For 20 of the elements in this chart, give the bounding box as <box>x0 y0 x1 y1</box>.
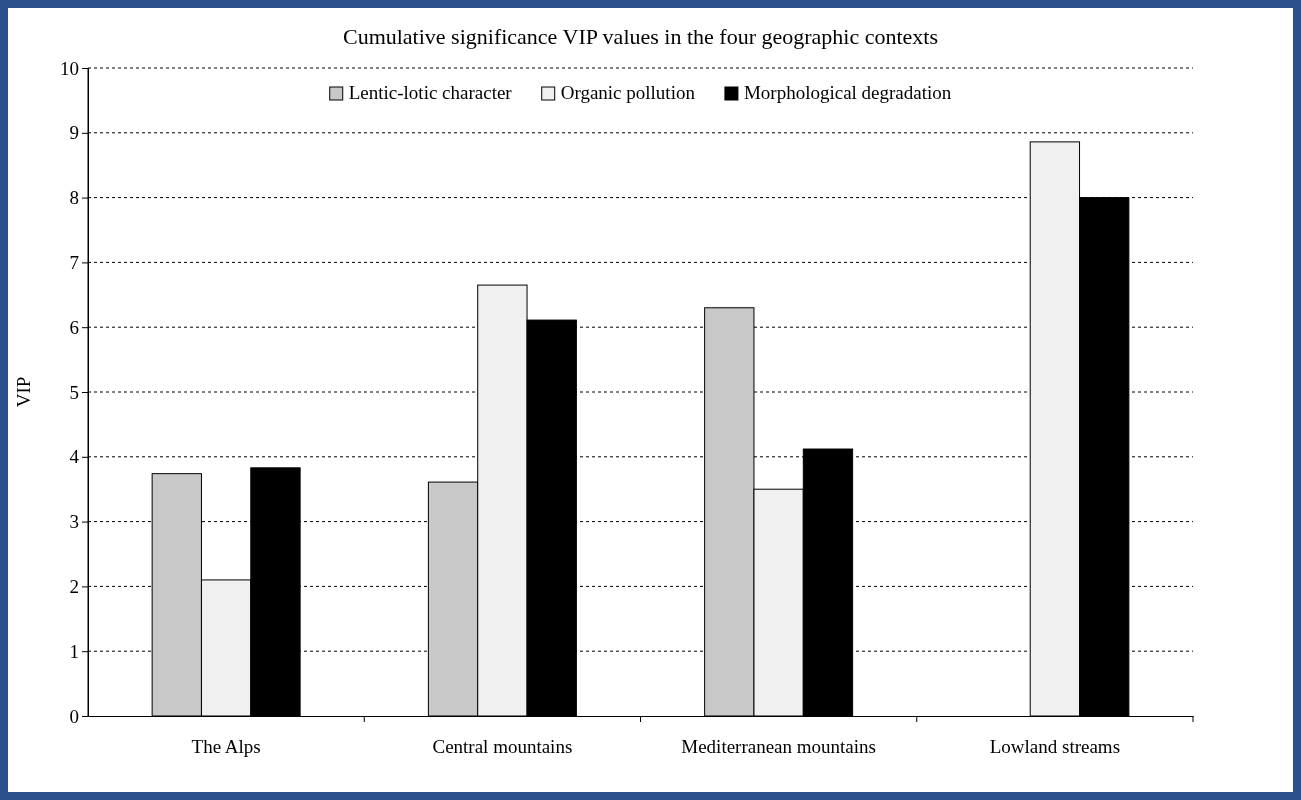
y-tick-label: 2 <box>69 575 79 597</box>
y-tick-label: 9 <box>69 122 79 144</box>
legend-label: Morphological degradation <box>743 82 952 103</box>
legend-label: Lentic-lotic character <box>348 82 513 103</box>
x-tick-label: The Alps <box>191 736 261 758</box>
y-tick-label: 5 <box>69 381 79 403</box>
legend-label: Organic pollution <box>560 82 696 103</box>
y-tick-label: 6 <box>69 316 79 338</box>
x-tick-label: Mediterranean mountains <box>681 736 876 758</box>
chart-title: Cumulative significance VIP values in the four geographic contexts <box>342 24 939 49</box>
x-tick-label: Lowland streams <box>989 736 1121 758</box>
y-tick-label: 8 <box>69 187 79 209</box>
x-tick-label: Central mountains <box>432 736 573 758</box>
y-tick-label: 1 <box>69 640 79 662</box>
y-tick-label: 4 <box>69 446 80 468</box>
y-tick-label: 10 <box>60 57 79 79</box>
y-tick-label: 7 <box>69 251 79 273</box>
y-tick-label: 0 <box>69 705 79 727</box>
y-axis-title: VIP <box>13 376 34 408</box>
y-tick-label: 3 <box>69 511 79 533</box>
